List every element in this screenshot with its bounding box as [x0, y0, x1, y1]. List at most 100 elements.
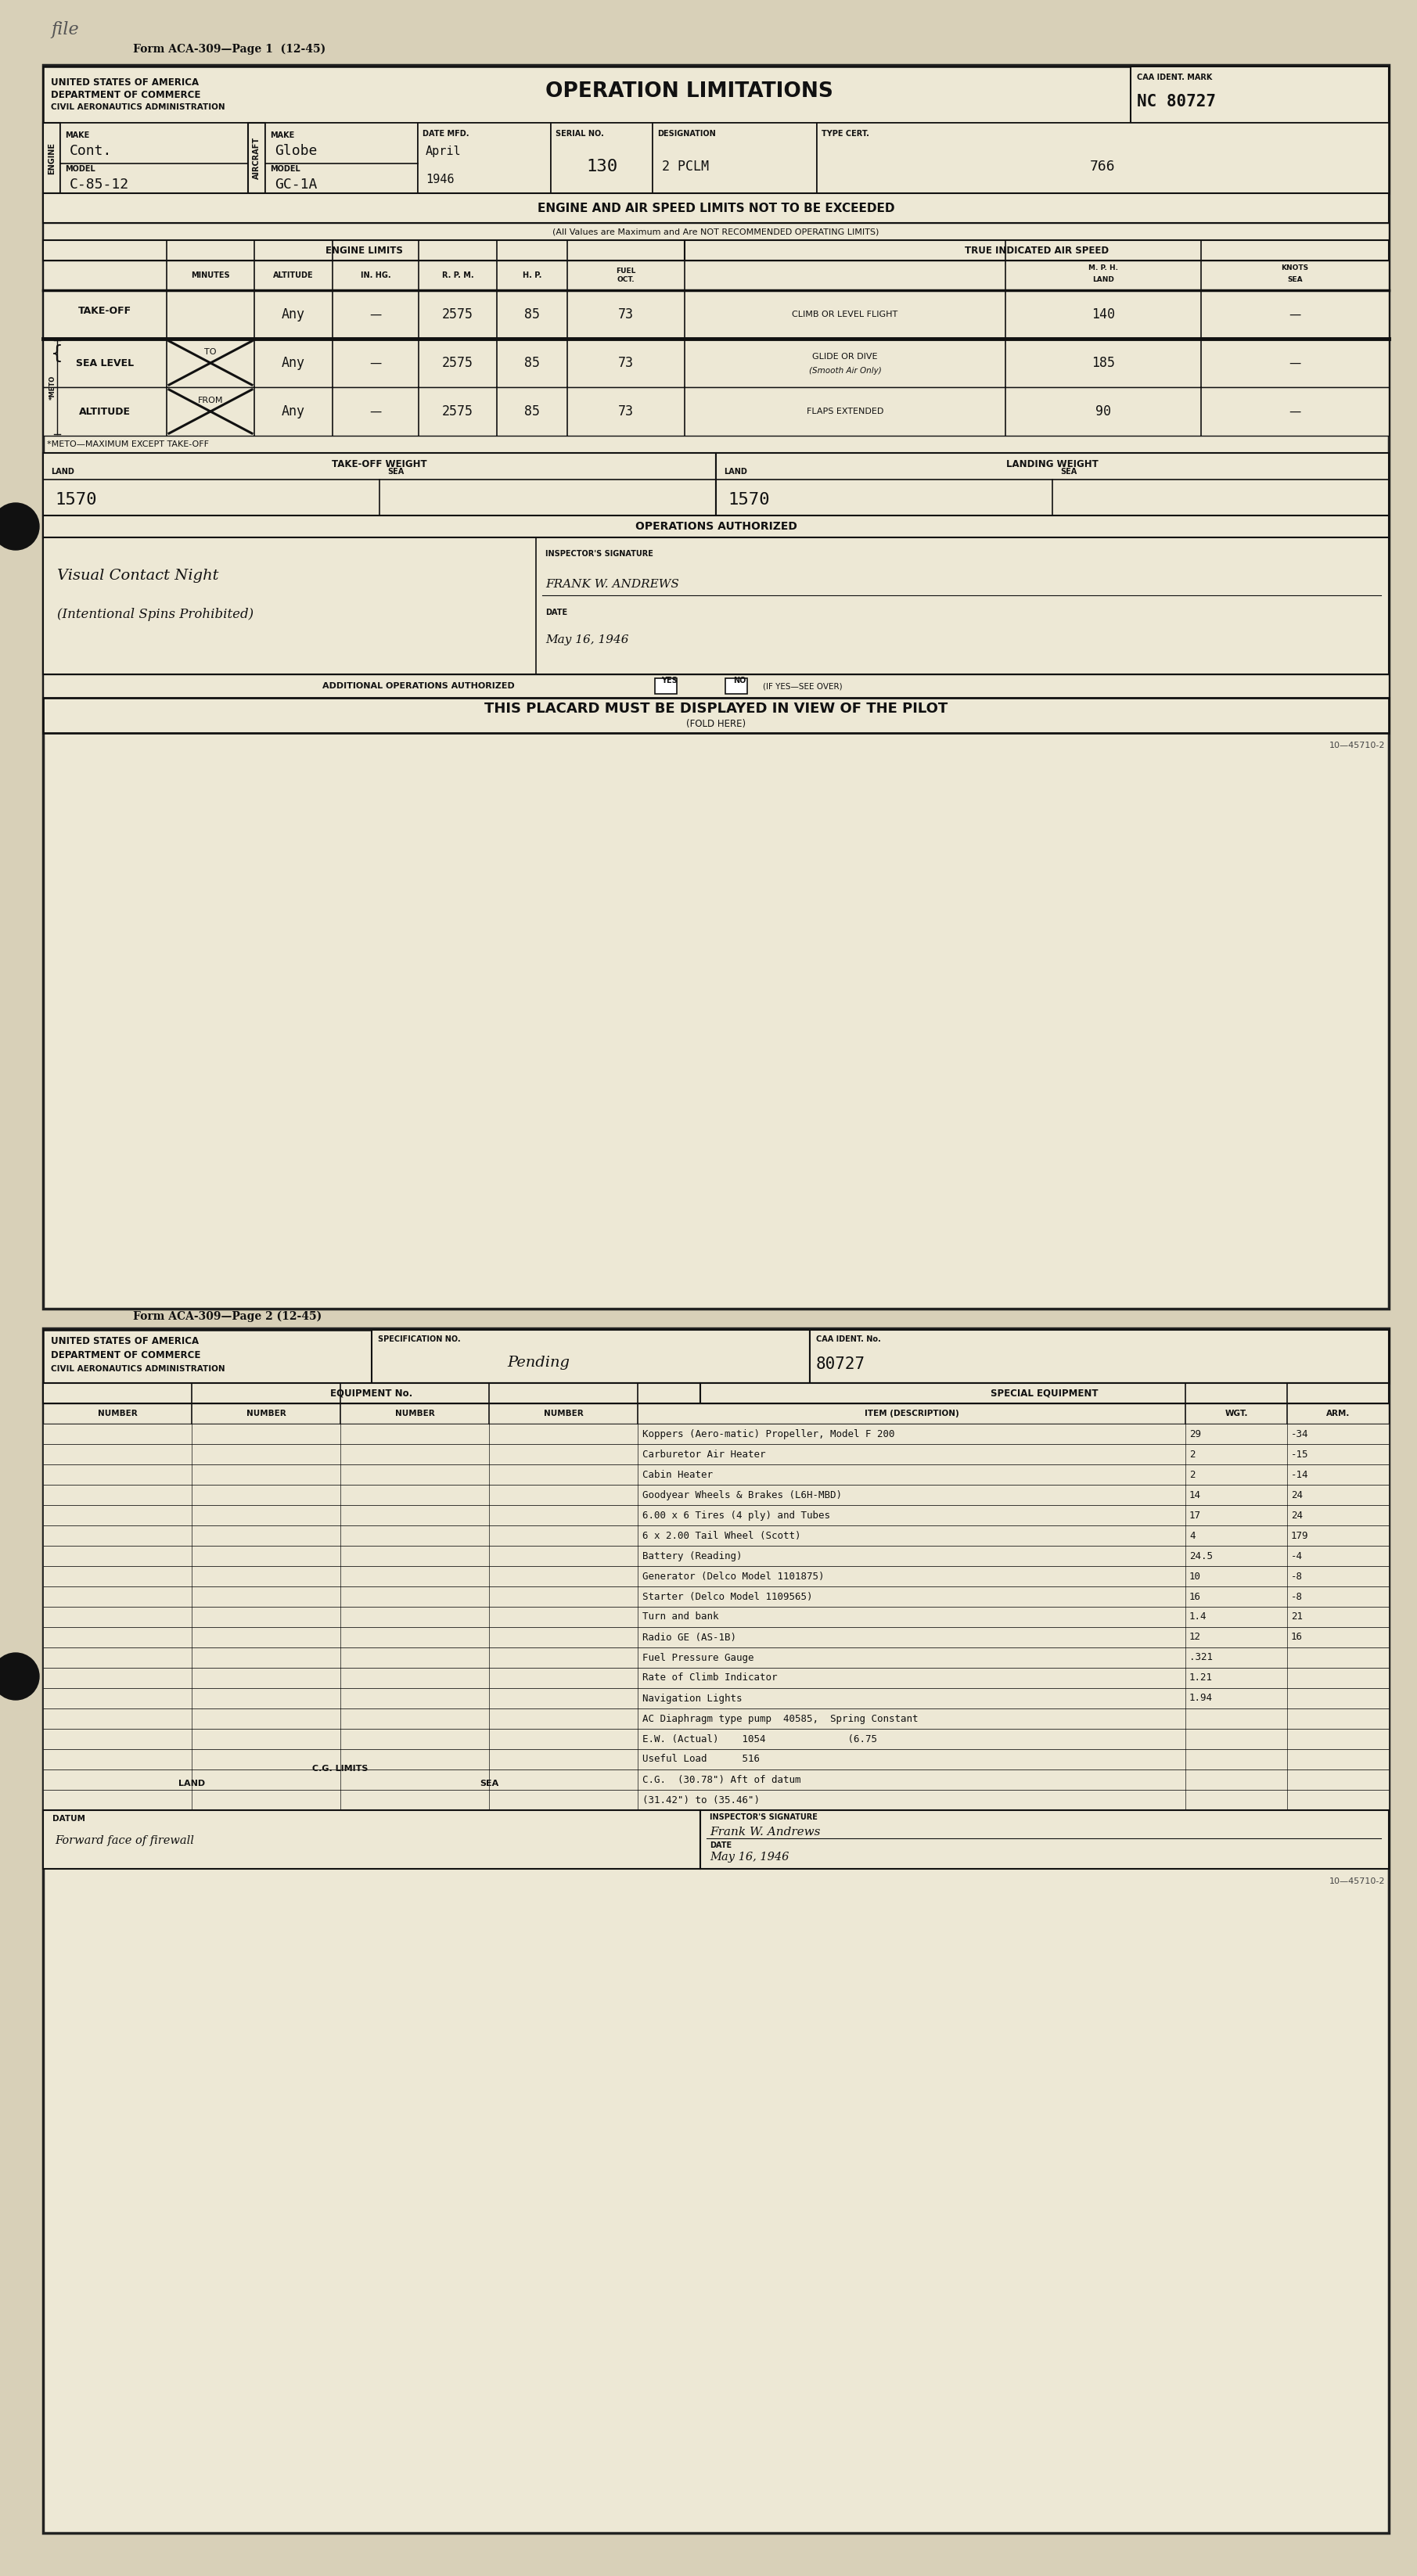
Text: MAKE: MAKE — [65, 131, 89, 139]
Text: -8: -8 — [1291, 1571, 1302, 1582]
Text: 14: 14 — [1189, 1489, 1202, 1499]
Bar — [43, 224, 1389, 240]
Bar — [43, 1811, 700, 1868]
Text: (FOLD HERE): (FOLD HERE) — [686, 719, 745, 729]
Text: SEA: SEA — [1060, 469, 1077, 477]
Text: 85: 85 — [524, 307, 540, 322]
Text: TO: TO — [204, 348, 217, 355]
Bar — [43, 124, 1389, 193]
Text: Generator (Delco Model 1101875): Generator (Delco Model 1101875) — [642, 1571, 825, 1582]
Text: 73: 73 — [618, 355, 633, 371]
Bar — [551, 124, 653, 193]
Text: TRUE INDICATED AIR SPEED: TRUE INDICATED AIR SPEED — [965, 245, 1108, 255]
Text: NUMBER: NUMBER — [395, 1409, 435, 1417]
Bar — [43, 1566, 1389, 1587]
Bar — [43, 698, 1389, 734]
Text: CIVIL AERONAUTICS ADMINISTRATION: CIVIL AERONAUTICS ADMINISTRATION — [51, 103, 225, 111]
Text: 1570: 1570 — [728, 492, 769, 507]
Text: DATE: DATE — [546, 608, 567, 616]
Text: Frank W. Andrews: Frank W. Andrews — [710, 1826, 820, 1837]
Text: 130: 130 — [587, 160, 618, 175]
Text: R. P. M.: R. P. M. — [442, 270, 473, 278]
Text: DATE: DATE — [710, 1842, 731, 1850]
Text: Koppers (Aero-matic) Propeller, Model F 200: Koppers (Aero-matic) Propeller, Model F … — [642, 1430, 894, 1440]
Text: —: — — [370, 358, 381, 368]
Text: 24.5: 24.5 — [1189, 1551, 1213, 1561]
Text: (All Values are Maximum and Are NOT RECOMMENDED OPERATING LIMITS): (All Values are Maximum and Are NOT RECO… — [553, 227, 879, 234]
Text: (IF YES—SEE OVER): (IF YES—SEE OVER) — [762, 683, 842, 690]
Bar — [43, 1728, 1389, 1749]
Text: Cont.: Cont. — [69, 144, 112, 157]
Text: Any: Any — [282, 307, 305, 322]
Text: May 16, 1946: May 16, 1946 — [546, 634, 629, 647]
Text: 85: 85 — [524, 404, 540, 417]
Text: Globe: Globe — [275, 144, 317, 157]
Text: 4: 4 — [1189, 1530, 1195, 1540]
Text: Any: Any — [282, 355, 305, 371]
Text: SPECIFICATION NO.: SPECIFICATION NO. — [378, 1334, 461, 1342]
Text: 73: 73 — [618, 307, 633, 322]
Text: -8: -8 — [1291, 1592, 1302, 1602]
Text: MINUTES: MINUTES — [191, 270, 230, 278]
Text: DATE MFD.: DATE MFD. — [422, 131, 469, 139]
Text: H. P.: H. P. — [523, 270, 541, 278]
Text: ENGINE AND AIR SPEED LIMITS NOT TO BE EXCEEDED: ENGINE AND AIR SPEED LIMITS NOT TO BE EX… — [537, 201, 894, 214]
Text: Rate of Climb Indicator: Rate of Climb Indicator — [642, 1672, 778, 1682]
Text: -14: -14 — [1291, 1468, 1309, 1479]
Text: 29: 29 — [1189, 1430, 1202, 1440]
Bar — [43, 1790, 1389, 1811]
Text: Fuel Pressure Gauge: Fuel Pressure Gauge — [642, 1654, 754, 1662]
Text: C.G. LIMITS: C.G. LIMITS — [312, 1765, 368, 1772]
Bar — [43, 1445, 1389, 1463]
Text: E.W. (Actual)    1054              (6.75: E.W. (Actual) 1054 (6.75 — [642, 1734, 877, 1744]
Bar — [655, 677, 677, 693]
Bar — [1131, 67, 1389, 124]
Text: SERIAL NO.: SERIAL NO. — [555, 131, 604, 139]
Text: CLIMB OR LEVEL FLIGHT: CLIMB OR LEVEL FLIGHT — [792, 312, 898, 319]
Text: EQUIPMENT No.: EQUIPMENT No. — [330, 1388, 412, 1399]
Text: (Intentional Spins Prohibited): (Intentional Spins Prohibited) — [57, 608, 254, 621]
Text: 1.94: 1.94 — [1189, 1692, 1213, 1703]
Text: ARM.: ARM. — [1326, 1409, 1350, 1417]
Text: 140: 140 — [1091, 307, 1115, 322]
Text: —: — — [1289, 404, 1301, 417]
Text: Form ACA-309—Page 2 (12-45): Form ACA-309—Page 2 (12-45) — [133, 1311, 322, 1321]
Text: SEA: SEA — [387, 469, 404, 477]
Text: Navigation Lights: Navigation Lights — [642, 1692, 743, 1703]
Text: -15: -15 — [1291, 1450, 1309, 1461]
Text: ALTITUDE: ALTITUDE — [79, 407, 130, 417]
Text: INSPECTOR'S SIGNATURE: INSPECTOR'S SIGNATURE — [546, 549, 653, 559]
Bar — [43, 1587, 1389, 1607]
Bar — [43, 1504, 1389, 1525]
Text: 2: 2 — [1189, 1468, 1195, 1479]
Text: —: — — [1289, 309, 1301, 319]
Text: 16: 16 — [1189, 1592, 1202, 1602]
Text: 185: 185 — [1091, 355, 1115, 371]
Text: 766: 766 — [1090, 160, 1115, 173]
Text: 12: 12 — [1189, 1633, 1202, 1643]
Text: .321: .321 — [1189, 1654, 1213, 1662]
Bar — [43, 515, 1389, 538]
Text: FLAPS EXTENDED: FLAPS EXTENDED — [806, 407, 884, 415]
Text: *METO—MAXIMUM EXCEPT TAKE-OFF: *METO—MAXIMUM EXCEPT TAKE-OFF — [47, 440, 208, 448]
Bar — [43, 337, 1389, 386]
Bar — [43, 1546, 1389, 1566]
Text: DEPARTMENT OF COMMERCE: DEPARTMENT OF COMMERCE — [51, 1350, 201, 1360]
Text: Starter (Delco Model 1109565): Starter (Delco Model 1109565) — [642, 1592, 812, 1602]
Text: DESIGNATION: DESIGNATION — [657, 131, 716, 139]
Bar — [43, 1404, 1389, 1425]
Text: 2575: 2575 — [442, 404, 473, 417]
Bar — [43, 538, 1389, 675]
Text: SPECIAL EQUIPMENT: SPECIAL EQUIPMENT — [990, 1388, 1098, 1399]
Text: 1570: 1570 — [55, 492, 96, 507]
Bar — [43, 1463, 1389, 1484]
Text: CAA IDENT. MARK: CAA IDENT. MARK — [1136, 75, 1213, 82]
Text: GLIDE OR DIVE: GLIDE OR DIVE — [812, 353, 877, 361]
Text: TAKE-OFF: TAKE-OFF — [78, 307, 132, 317]
Text: WGT.: WGT. — [1224, 1409, 1248, 1417]
Bar — [43, 1525, 1389, 1546]
Text: NC 80727: NC 80727 — [1136, 93, 1216, 108]
Text: -4: -4 — [1291, 1551, 1302, 1561]
Bar — [43, 1770, 1389, 1790]
Bar — [43, 1329, 1389, 1383]
